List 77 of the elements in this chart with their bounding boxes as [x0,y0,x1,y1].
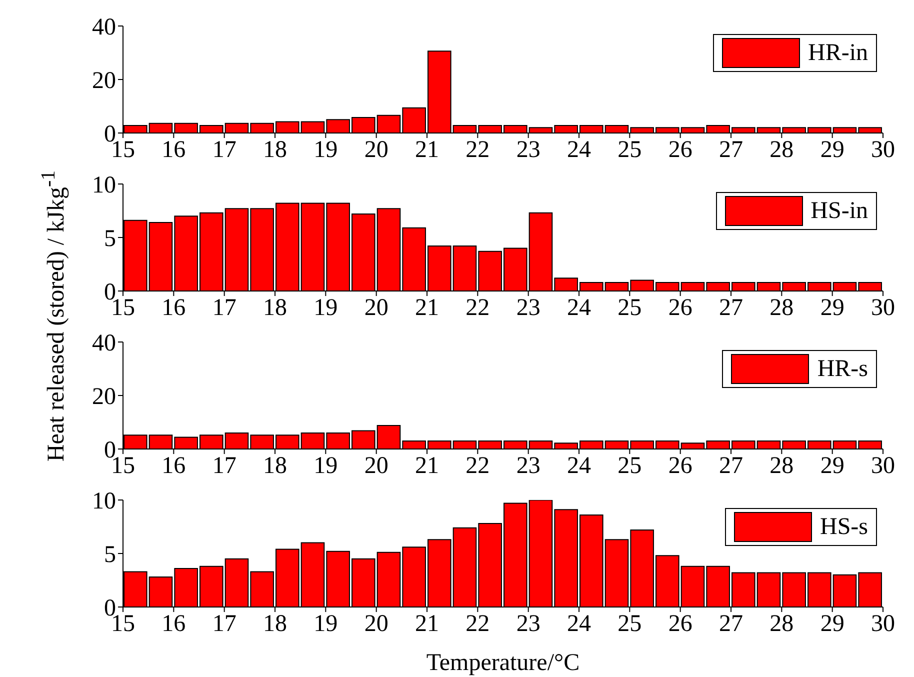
x-tick-label: 30 [871,611,895,638]
x-tick-label: 26 [668,453,692,480]
x-tick-label: 25 [618,295,642,322]
y-tick-label: 10 [92,172,116,199]
x-tick-label: 23 [516,137,540,164]
x-tick-label: 24 [567,453,591,480]
x-tick-label: 18 [263,453,287,480]
x-tick-label: 30 [871,137,895,164]
x-tick-label: 19 [314,611,338,638]
x-tick-label: 21 [415,295,439,322]
x-tick-label: 27 [719,453,743,480]
x-tick-label: 29 [820,611,844,638]
y-tick-label: 5 [104,226,116,252]
x-axis-title: Temperature/°C [426,650,580,677]
legend-label: HR-s [817,356,868,382]
x-tick-label: 23 [516,453,540,480]
x-tick-label: 19 [314,453,338,480]
x-tick-label: 17 [212,137,236,164]
x-tick-label: 30 [871,295,895,322]
x-tick-label: 29 [820,295,844,322]
legend-box: HR-in [713,34,877,72]
x-tick-label: 30 [871,453,895,480]
x-tick-label: 27 [719,611,743,638]
x-tick-label: 27 [719,295,743,322]
x-tick-label: 22 [466,453,490,480]
x-tick-label: 24 [567,611,591,638]
x-tick-label: 22 [466,295,490,322]
x-tick-label: 27 [719,137,743,164]
y-tick-label: 10 [92,488,116,515]
x-tick-label: 20 [364,453,388,480]
x-tick-label: 17 [212,611,236,638]
x-tick-label: 26 [668,611,692,638]
x-tick-label: 20 [364,137,388,164]
x-tick-label: 16 [162,453,186,480]
x-tick-label: 23 [516,611,540,638]
x-tick-label: 21 [415,611,439,638]
x-tick-label: 16 [162,611,186,638]
y-tick-label: 20 [92,384,116,410]
legend-label: HR-in [808,40,868,66]
x-tick-label: 28 [770,295,794,322]
x-tick-label: 18 [263,295,287,322]
x-tick-label: 29 [820,137,844,164]
x-tick-label: 25 [618,611,642,638]
x-tick-label: 28 [770,137,794,164]
x-tick-label: 26 [668,137,692,164]
x-tick-label: 20 [364,611,388,638]
x-tick-label: 22 [466,611,490,638]
x-tick-label: 17 [212,453,236,480]
x-tick-label: 19 [314,295,338,322]
y-tick-label: 20 [92,68,116,94]
x-tick-label: 21 [415,453,439,480]
legend-box: HS-s [724,508,877,546]
x-tick-label: 16 [162,295,186,322]
x-tick-label: 24 [567,137,591,164]
x-tick-label: 20 [364,295,388,322]
x-tick-label: 24 [567,295,591,322]
x-tick-label: 25 [618,137,642,164]
legend-label: HS-in [810,198,868,224]
x-tick-label: 26 [668,295,692,322]
y-tick-label: 40 [92,14,116,41]
y-tick-label: 5 [104,542,116,568]
x-tick-label: 21 [415,137,439,164]
x-tick-label: 18 [263,611,287,638]
x-tick-label: 28 [770,611,794,638]
x-tick-label: 19 [314,137,338,164]
x-tick-label: 22 [466,137,490,164]
x-tick-label: 25 [618,453,642,480]
x-tick-label: 29 [820,453,844,480]
legend-box: HS-in [716,192,877,230]
x-tick-label: 17 [212,295,236,322]
legend-box: HR-s [722,350,877,388]
x-tick-label: 16 [162,137,186,164]
x-tick-label: 18 [263,137,287,164]
x-tick-label: 28 [770,453,794,480]
x-tick-label: 23 [516,295,540,322]
y-tick-label: 40 [92,330,116,357]
legend-label: HS-s [820,514,868,540]
